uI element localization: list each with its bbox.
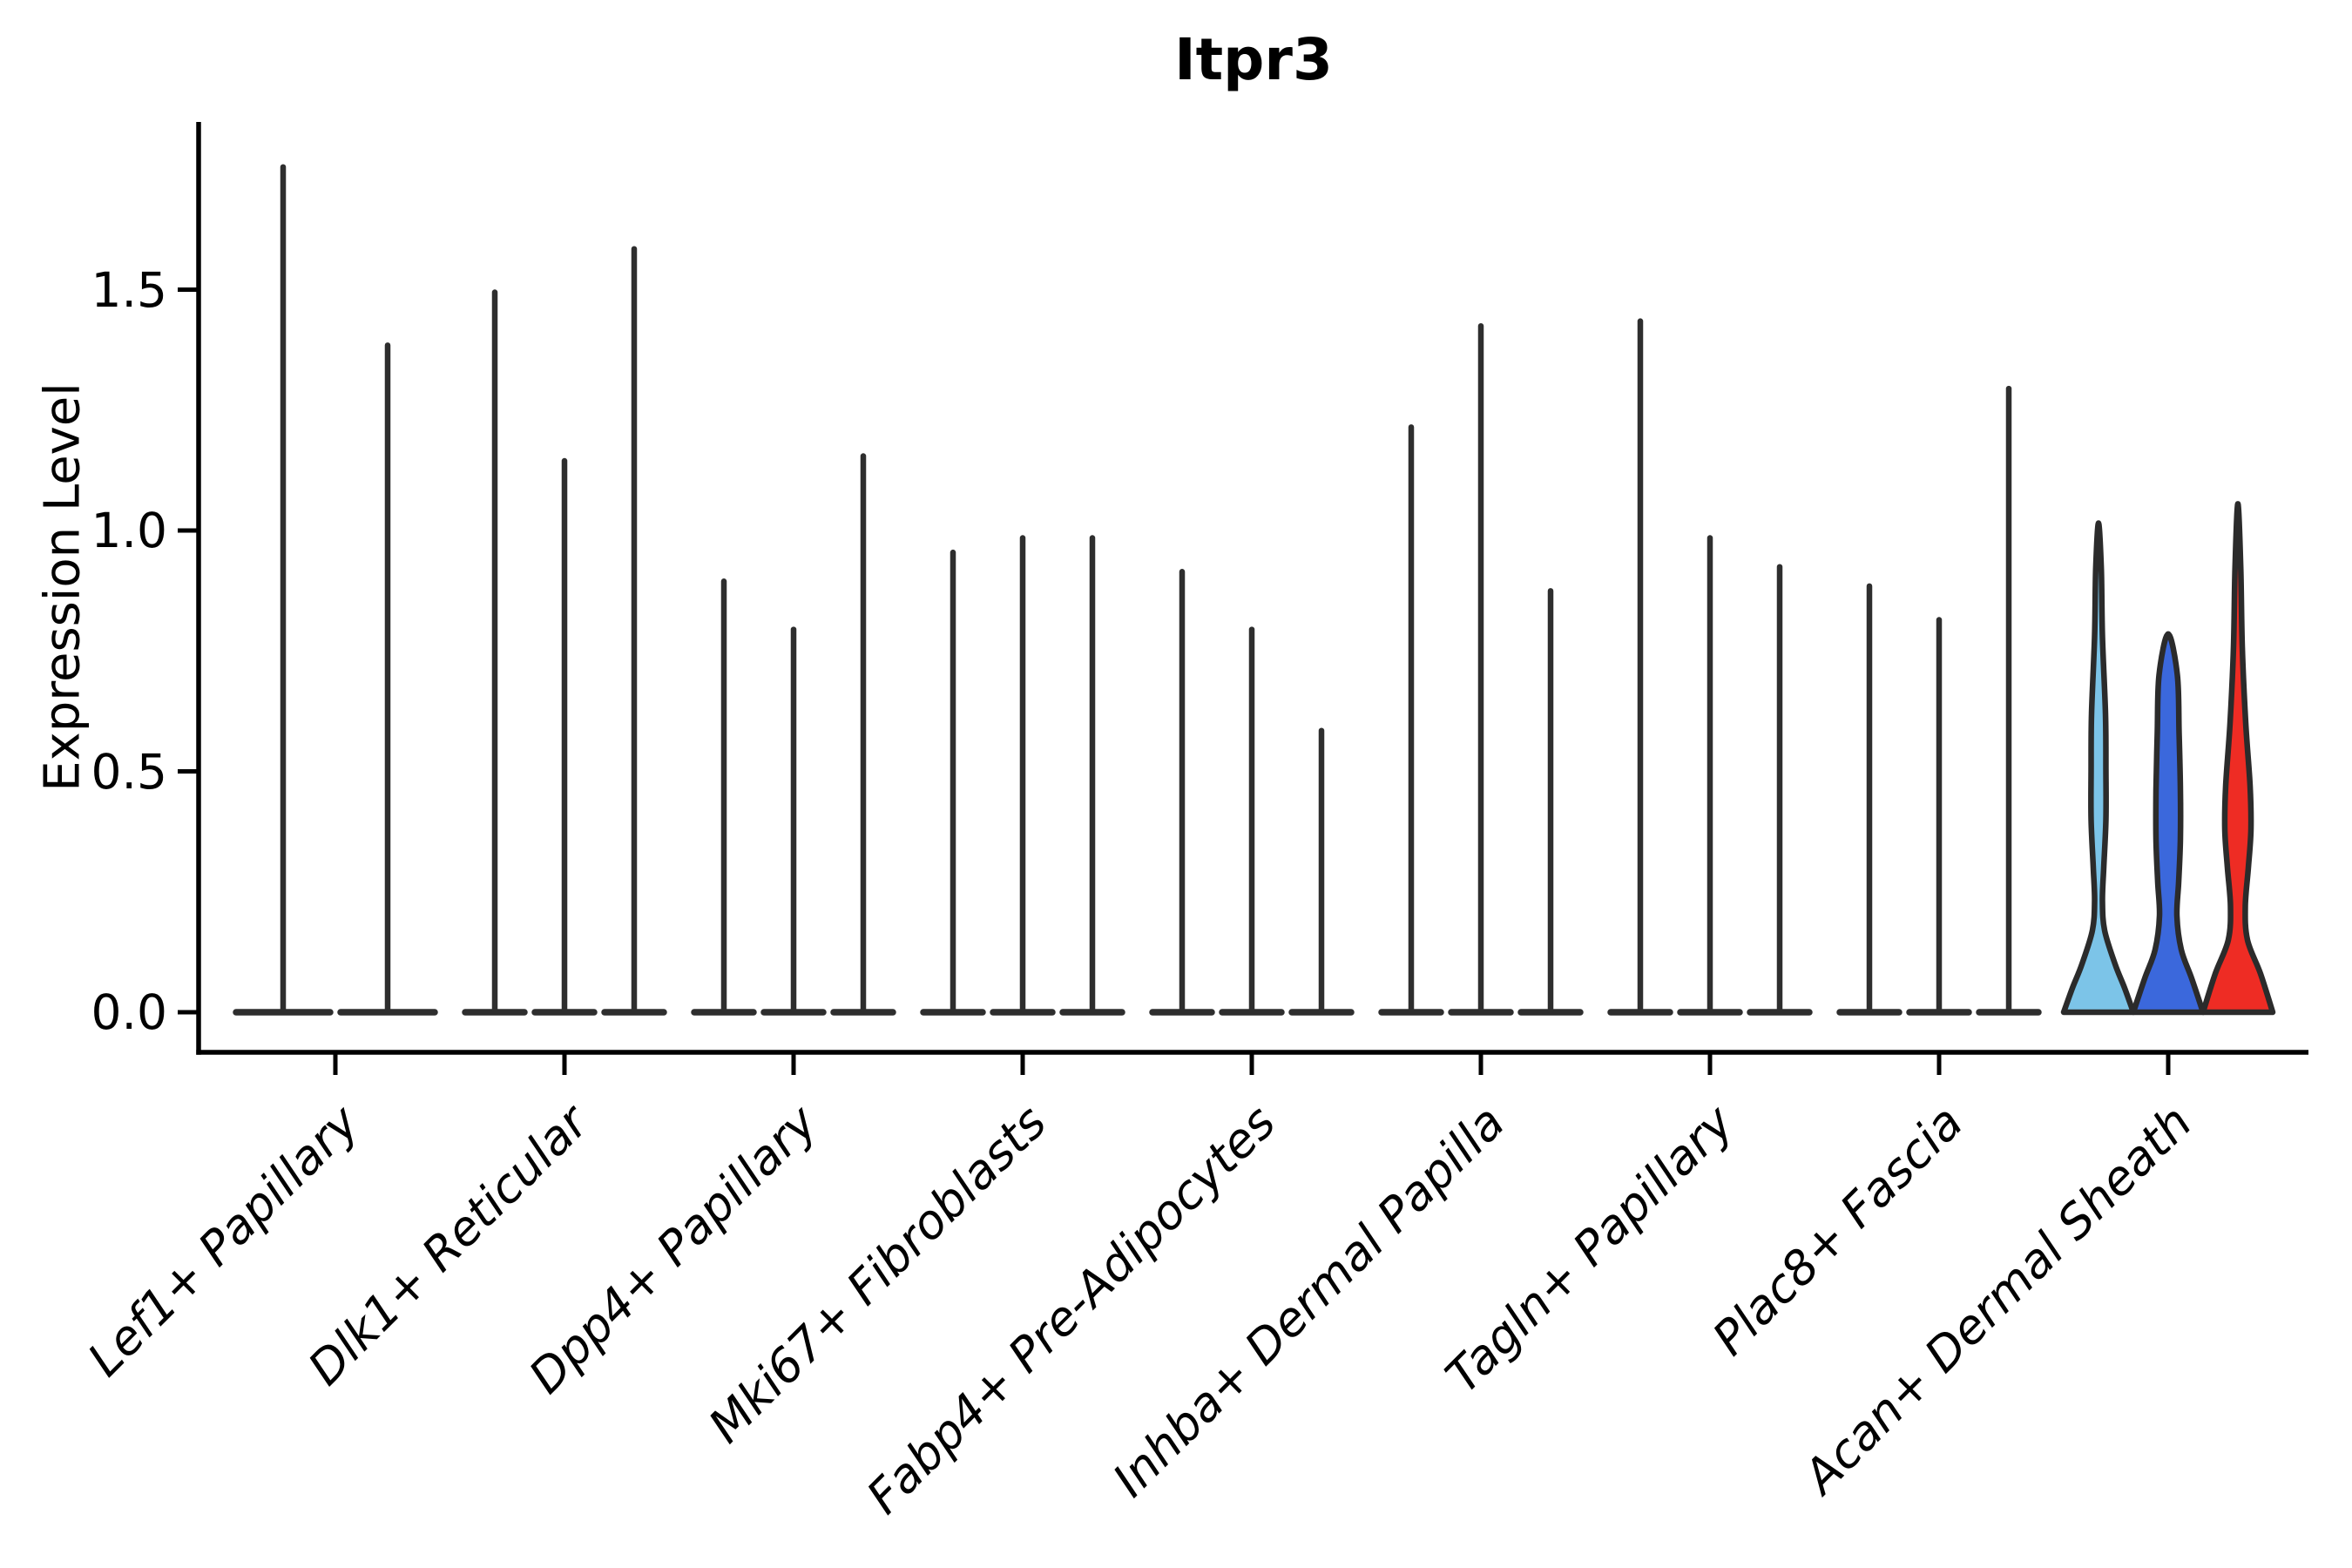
x-category-label: Fabp4+ Pre-Adipocytes	[856, 1095, 1286, 1524]
plot-title: Itpr3	[1174, 26, 1333, 93]
violin-filled	[2200, 501, 2276, 1016]
x-category-label: Acan+ Dermal Sheath	[1791, 1095, 2202, 1506]
violin-filled	[2130, 631, 2207, 1016]
x-category-label: Inhba+ Dermal Papilla	[1102, 1095, 1515, 1508]
y-tick-label: 1.0	[91, 503, 167, 558]
y-tick-label: 0.0	[91, 984, 167, 1040]
violin-filled	[2060, 520, 2137, 1016]
y-tick-label: 0.5	[91, 744, 167, 800]
y-tick-label: 1.5	[91, 262, 167, 318]
